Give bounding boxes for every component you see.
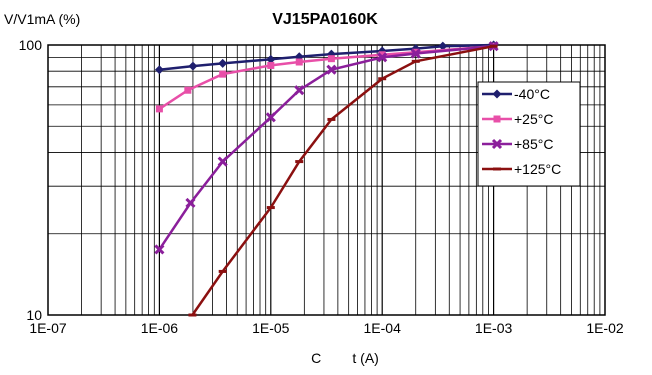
legend-item: +25°C xyxy=(482,111,553,127)
plot-area xyxy=(47,44,606,316)
series-line xyxy=(159,43,494,71)
x-axis-label: C t (A) xyxy=(311,350,379,366)
y-tick-label: 100 xyxy=(19,37,43,53)
data-point xyxy=(154,65,164,75)
series-group xyxy=(154,40,499,317)
data-point xyxy=(185,197,196,209)
legend-item: -40°C xyxy=(482,86,550,102)
data-point xyxy=(377,52,388,63)
data-point xyxy=(327,55,335,63)
data-point xyxy=(378,51,386,59)
x-tick-label: 1E-02 xyxy=(586,320,624,336)
data-point xyxy=(410,48,421,59)
data-point xyxy=(492,89,502,99)
series-+25°C xyxy=(155,42,498,113)
data-point xyxy=(295,58,303,66)
y-axis-label: V/V1mA (%) xyxy=(4,11,80,27)
data-point xyxy=(154,244,165,255)
data-point xyxy=(266,54,276,64)
data-point xyxy=(219,70,227,78)
legend-item: +125°C xyxy=(482,161,561,177)
data-point xyxy=(491,138,503,150)
data-point xyxy=(265,112,276,123)
chart-title: VJ15PA0160K xyxy=(272,11,378,28)
data-point xyxy=(218,58,228,68)
data-point xyxy=(493,115,501,123)
series-line xyxy=(158,44,494,251)
x-tick-label: 1E-06 xyxy=(141,320,179,336)
y-tick-label: 10 xyxy=(26,307,42,323)
data-point xyxy=(184,86,192,94)
legend-label: +25°C xyxy=(514,111,553,127)
legend-item: +85°C xyxy=(482,136,553,152)
series-+85°C xyxy=(154,41,499,255)
data-point xyxy=(438,41,448,51)
legend-label: +85°C xyxy=(514,136,553,152)
x-tick-label: 1E-04 xyxy=(364,320,402,336)
tick-labels: 1E-07 1E-06 1E-05 1E-04 1E-03 1E-02 100 10 xyxy=(19,37,624,336)
legend: -40°C +25°C +85°C +125°C xyxy=(477,81,581,187)
series-line xyxy=(191,44,494,316)
x-tick-label: 1E-05 xyxy=(252,320,290,336)
data-point xyxy=(217,156,228,167)
data-point xyxy=(188,61,198,71)
data-point xyxy=(155,105,163,113)
data-point xyxy=(267,61,275,69)
data-point xyxy=(326,64,337,75)
x-tick-label: 1E-07 xyxy=(29,320,67,336)
x-tick-label: 1E-03 xyxy=(475,320,513,336)
data-point xyxy=(294,85,305,96)
series-+125°C xyxy=(188,44,498,317)
legend-label: +125°C xyxy=(514,161,561,177)
legend-label: -40°C xyxy=(514,86,550,102)
